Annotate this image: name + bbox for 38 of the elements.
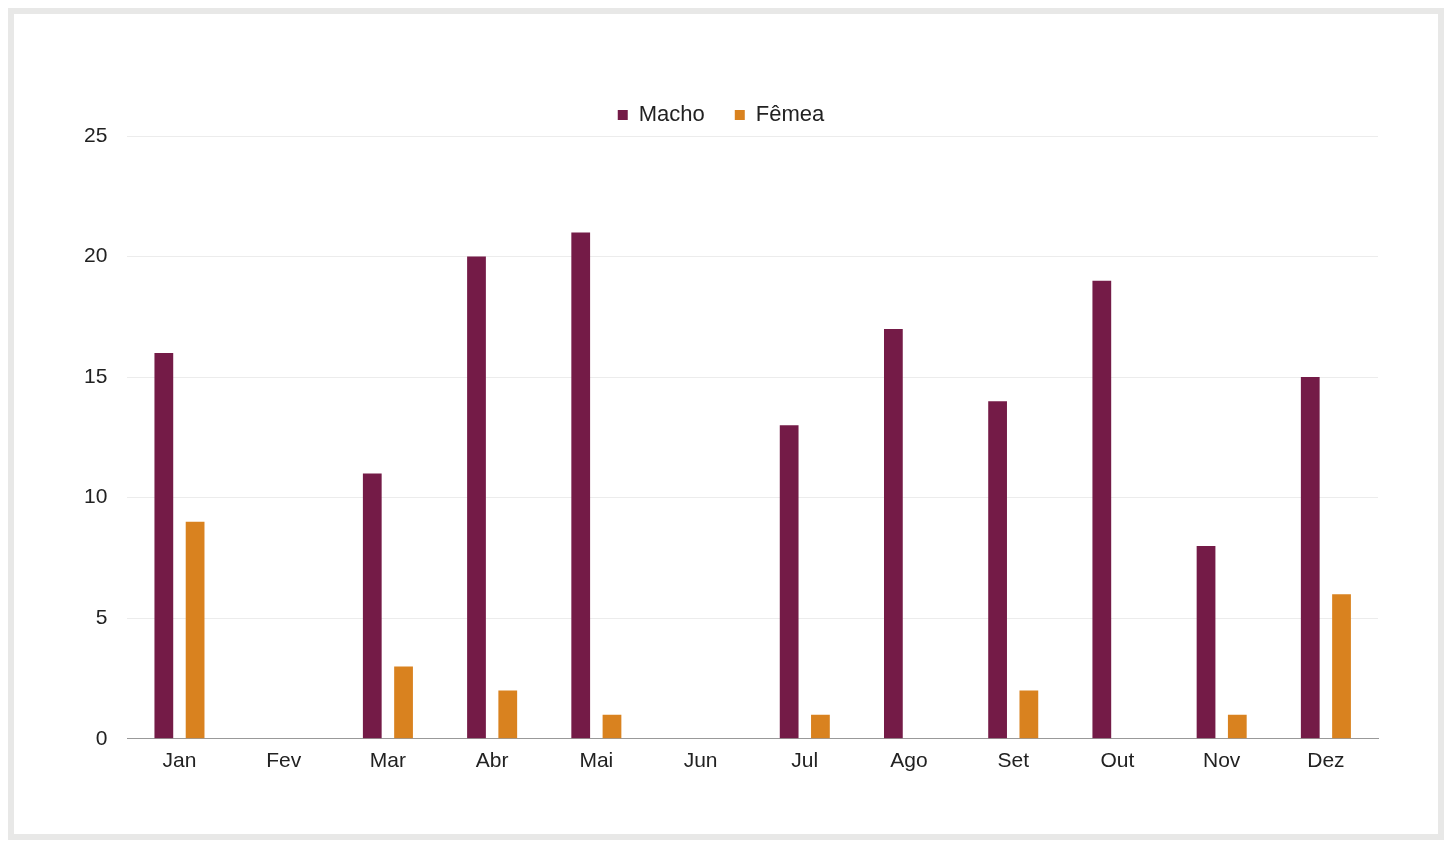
- x-tick-label: Abr: [475, 748, 509, 772]
- x-tick-label: Jul: [791, 748, 819, 772]
- y-tick-label: 20: [84, 243, 108, 267]
- bar: [811, 714, 830, 739]
- bar: [394, 666, 413, 739]
- bar: [1196, 545, 1216, 739]
- bar: [1332, 594, 1351, 739]
- bar: [571, 232, 591, 739]
- x-tick-label: Jan: [162, 748, 197, 772]
- bar: [884, 328, 903, 739]
- x-tick-label: Dez: [1307, 748, 1345, 772]
- y-tick-label: 15: [84, 363, 108, 387]
- x-tick-label: Jun: [683, 748, 718, 772]
- bar: [1019, 690, 1039, 739]
- x-tick-label: Mai: [579, 748, 614, 772]
- bar: [602, 714, 622, 739]
- bar: [185, 521, 205, 739]
- y-tick-label: 5: [95, 605, 108, 629]
- bar: [779, 425, 799, 739]
- x-tick-label: Fev: [266, 748, 302, 772]
- bar: [467, 256, 486, 739]
- bar: [498, 690, 518, 739]
- bar: [1300, 377, 1320, 739]
- legend-label: Fêmea: [755, 101, 826, 127]
- y-tick-label: 0: [95, 725, 108, 749]
- x-tick-label: Ago: [890, 748, 928, 772]
- bar: [362, 473, 382, 739]
- y-tick-label: 10: [84, 484, 108, 508]
- x-tick-label: Set: [997, 748, 1030, 772]
- x-tick-label: Nov: [1202, 748, 1241, 772]
- bar: [1092, 280, 1112, 739]
- x-tick-label: Mar: [369, 748, 406, 772]
- y-tick-label: 25: [84, 122, 108, 146]
- bar: [154, 353, 174, 739]
- bar: [988, 401, 1007, 739]
- legend-label: Macho: [638, 101, 705, 127]
- bar: [1227, 714, 1247, 739]
- x-tick-label: Out: [1100, 748, 1135, 772]
